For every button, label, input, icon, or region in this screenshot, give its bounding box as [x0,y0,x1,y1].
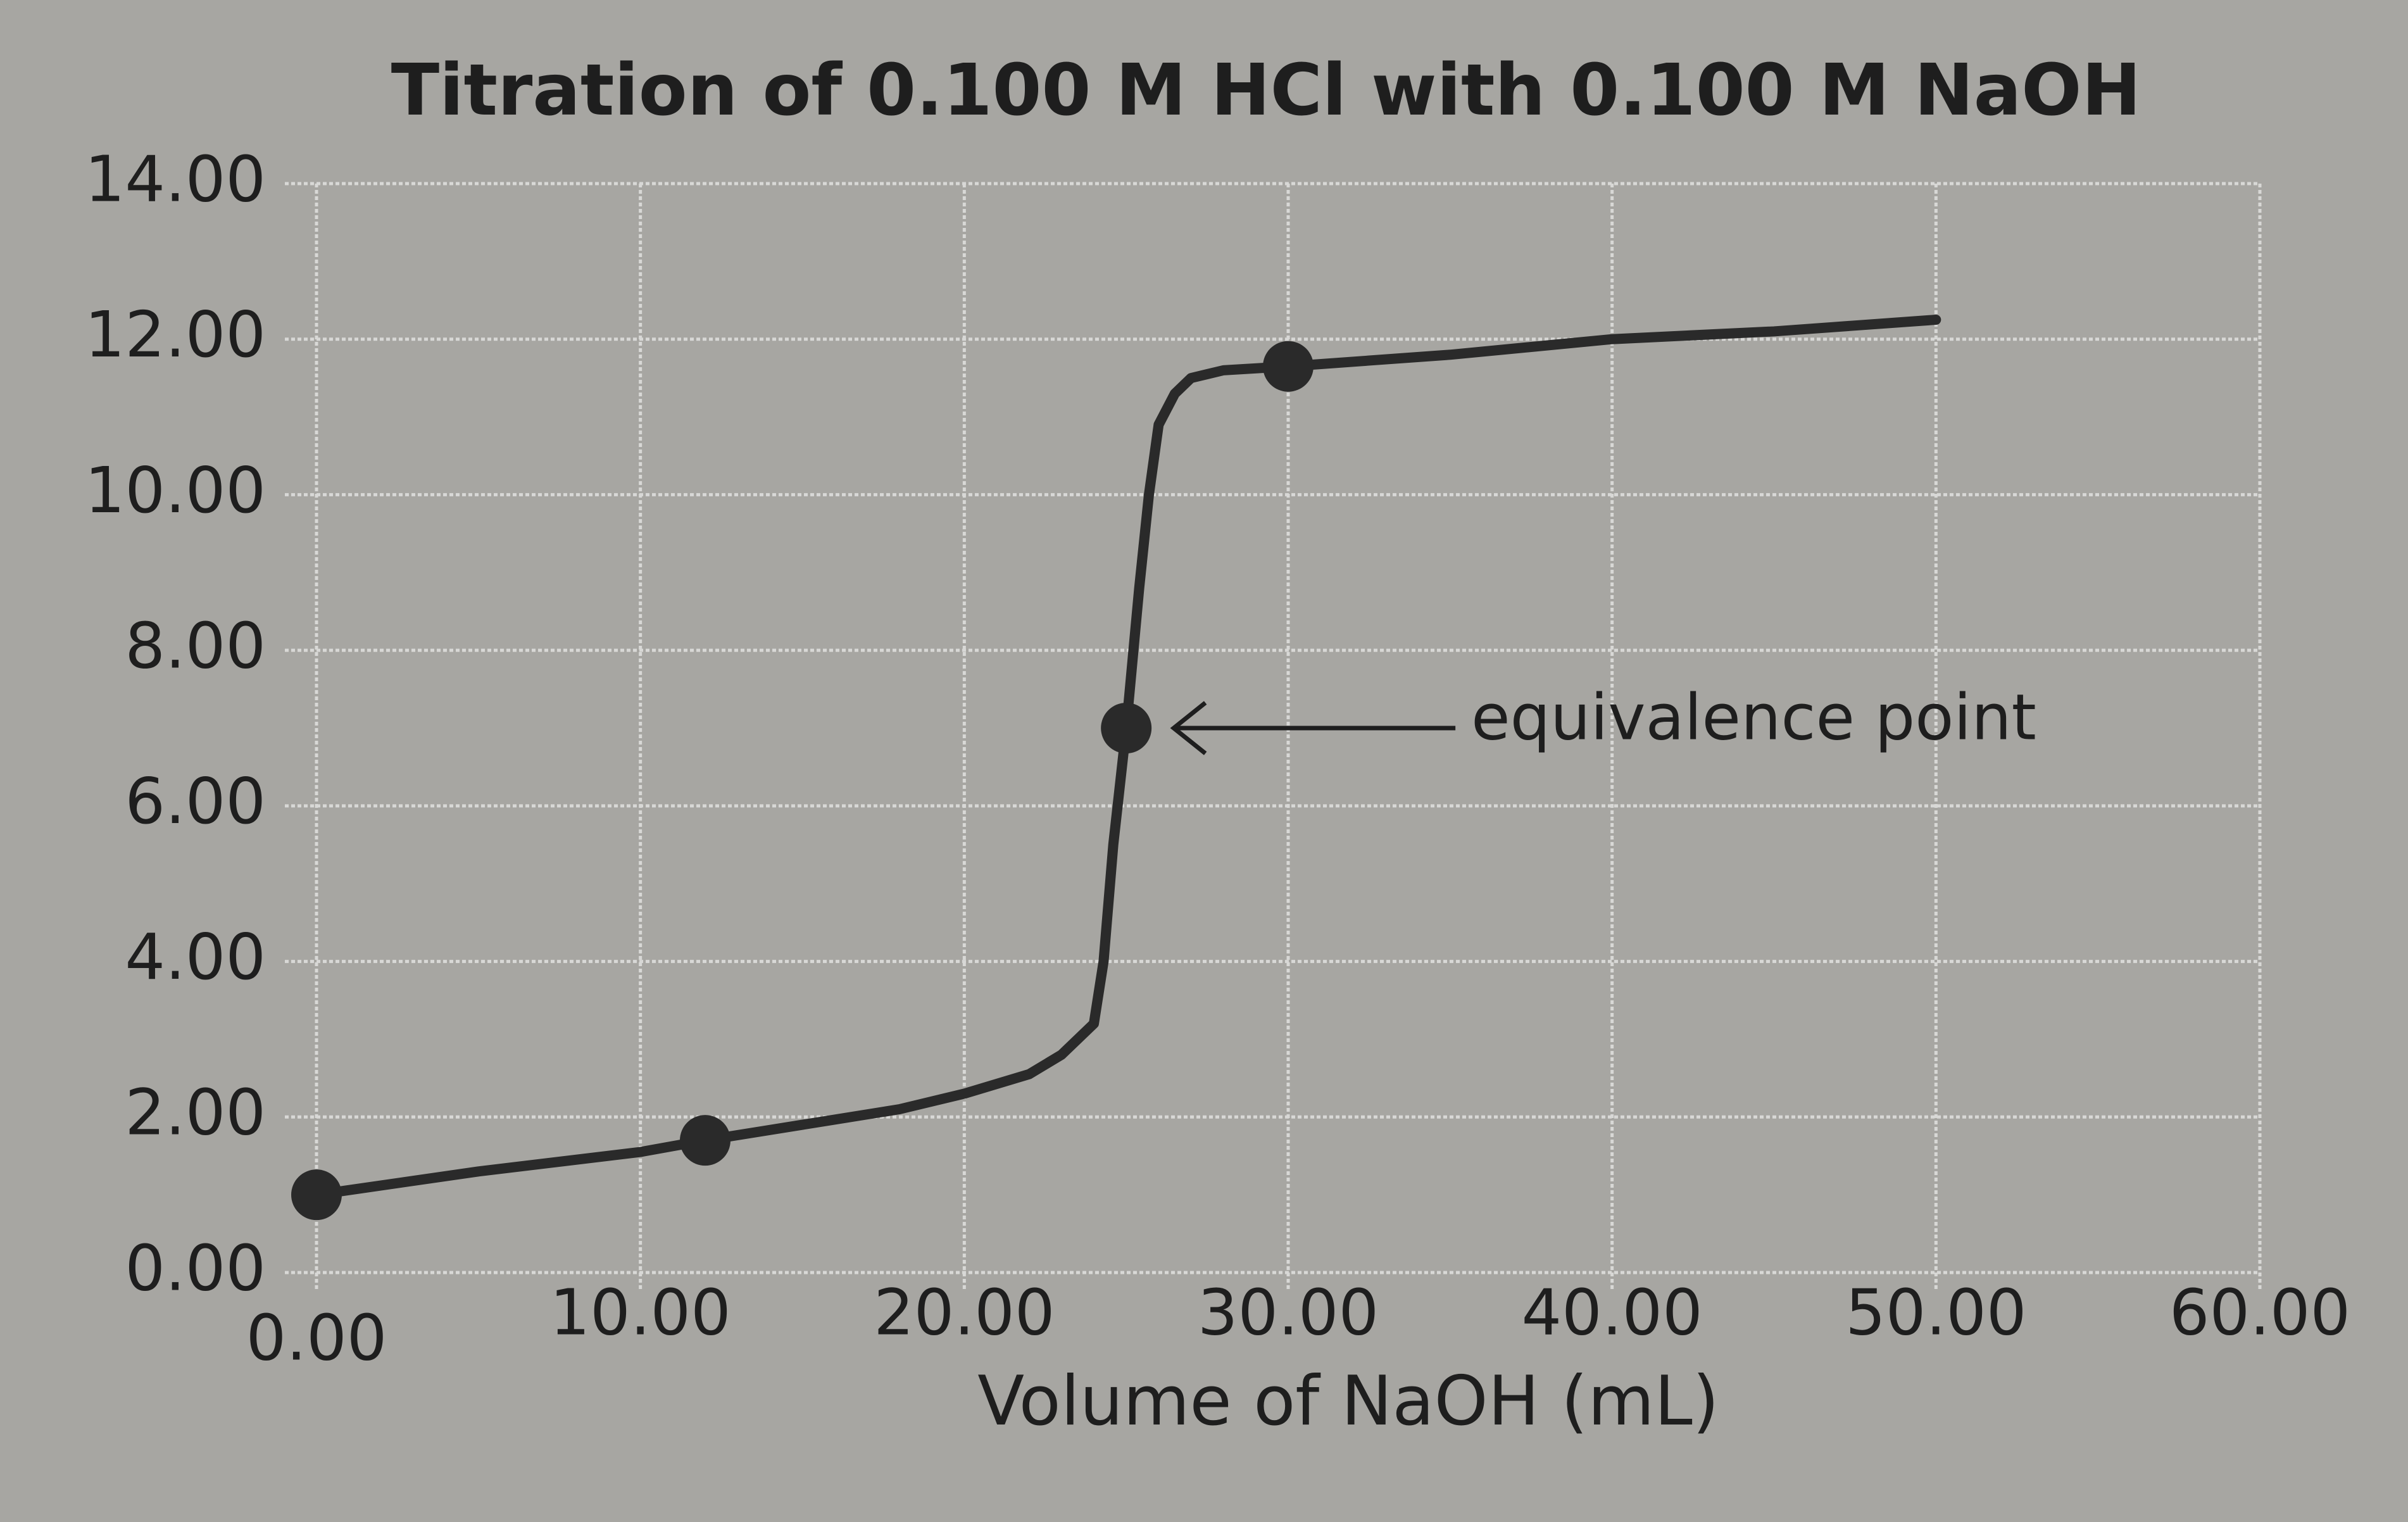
y-tick-label: 14.00 [85,142,266,216]
y-tick-label: 12.00 [85,298,266,372]
chart-title: Titration of 0.100 M HCl with 0.100 M Na… [391,49,2141,132]
annotation: equivalence point [1471,680,2036,754]
y-tick-label: 0.00 [125,1231,266,1305]
x-tick-label: 60.00 [2169,1275,2350,1349]
y-tick-label: 8.00 [125,608,266,682]
data-point [291,1169,342,1221]
data-point [1101,703,1152,753]
x-tick-label: 10.00 [550,1275,731,1349]
x-tick-label: 30.00 [1198,1275,1379,1349]
x-axis-label: Volume of NaOH (mL) [977,1362,1719,1441]
data-point [1263,341,1314,392]
y-tick-label: 4.00 [125,920,266,994]
x-tick-label: 50.00 [1845,1275,2026,1349]
x-tick-label: 0.00 [246,1300,387,1374]
data-point [680,1115,731,1166]
y-tick-label: 2.00 [125,1076,266,1150]
x-tick-label: 20.00 [874,1275,1055,1349]
titration-curve [311,315,1941,1200]
annotation-arrowhead [1170,701,1207,755]
y-tick-label: 10.00 [85,453,266,527]
x-tick-label: 40.00 [1522,1275,1703,1349]
y-tick-label: 6.00 [125,764,266,838]
